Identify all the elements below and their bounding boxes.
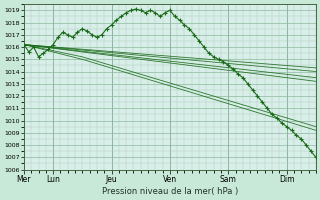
X-axis label: Pression niveau de la mer( hPa ): Pression niveau de la mer( hPa ) xyxy=(102,187,238,196)
